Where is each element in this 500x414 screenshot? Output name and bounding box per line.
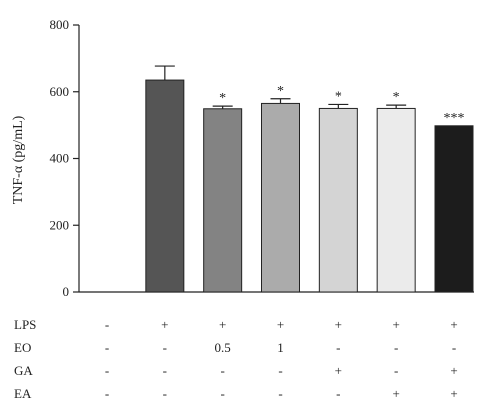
significance-marker: * [335,89,342,104]
table-row-label: GA [14,363,33,378]
table-cell: - [452,340,456,355]
table-row-label: EO [14,340,31,355]
table-cell: + [335,317,342,332]
table-cell: - [105,363,109,378]
table-cell: + [219,317,226,332]
y-tick-label: 200 [50,217,70,232]
table-cell: + [392,317,399,332]
y-axis-label: TNF-α (pg/mL) [11,115,26,204]
y-tick-label: 800 [50,17,70,32]
table-cell: - [220,386,224,401]
table-cell: - [394,340,398,355]
table-cell: + [450,363,457,378]
table-cell: - [163,363,167,378]
table-cell: + [161,317,168,332]
table-cell: + [335,363,342,378]
table-cell: - [105,386,109,401]
bar [145,79,185,293]
table-cell: - [336,340,340,355]
table-cell: - [105,317,109,332]
table-cell: + [392,386,399,401]
treatment-table: LPS - + + + + + + EO - - 0.5 1 - - - GA - - - - + - + EA - - - - - + + [14,317,458,401]
y-tick-label: 0 [63,284,70,299]
table-cell: + [450,386,457,401]
table-row-label: LPS [14,317,36,332]
table-cell: - [278,386,282,401]
table-cell: + [450,317,457,332]
table-cell: - [163,340,167,355]
significance-marker: *** [444,111,465,126]
bar [203,108,243,293]
bar [434,125,474,293]
table-cell: 0.5 [215,340,231,355]
table-cell: - [394,363,398,378]
bar [318,107,358,293]
significance-marker: * [277,84,284,99]
table-cell: - [278,363,282,378]
bar [261,102,300,293]
table-cell: 1 [277,340,284,355]
y-tick-label: 600 [50,84,70,99]
table-cell: - [336,386,340,401]
significance-marker: * [219,91,226,106]
bar [376,107,416,293]
significance-marker: * [393,90,400,105]
table-cell: - [220,363,224,378]
table-cell: - [163,386,167,401]
bars: * * * **** [145,65,474,293]
table-cell: - [105,340,109,355]
table-row-label: EA [14,386,32,401]
y-tick-label: 400 [50,151,70,166]
axes: 0 200 400 600 800 [50,17,474,299]
table-cell: + [277,317,284,332]
